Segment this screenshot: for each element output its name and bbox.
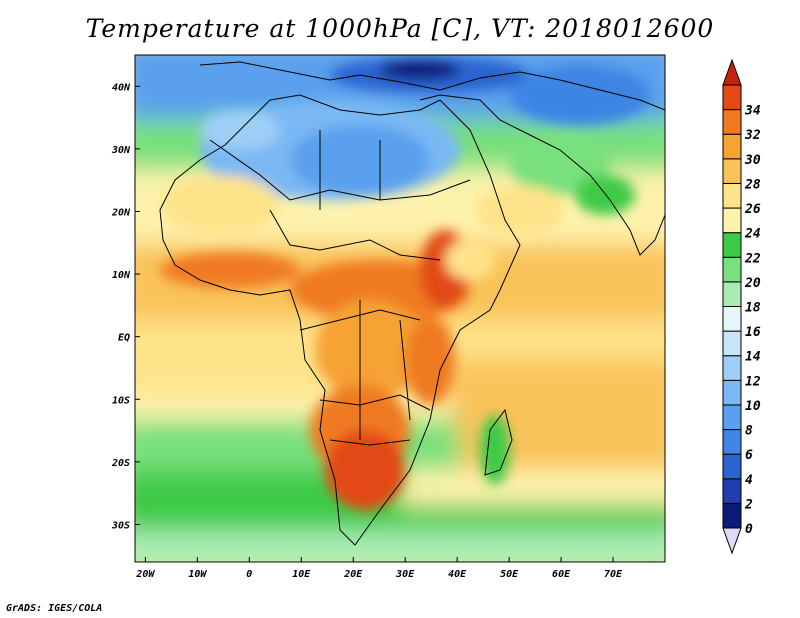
colorbar-box <box>722 182 742 209</box>
lon-label: 0 <box>246 569 252 580</box>
colorbar-label: 4 <box>745 473 753 488</box>
colorbar-label: 22 <box>744 251 761 266</box>
colorbar-box <box>722 355 742 381</box>
colorbar-box <box>722 109 742 135</box>
colorbar-box <box>722 306 742 332</box>
colorbar-box <box>722 281 742 307</box>
colorbar-label: 30 <box>744 153 761 168</box>
lon-label: 70E <box>604 569 623 580</box>
lon-label: 60E <box>552 569 571 580</box>
colorbar-over-triangle <box>722 58 742 86</box>
lon-label: 50E <box>500 569 519 580</box>
lon-label: 20E <box>343 569 363 580</box>
colorbar-label: 20 <box>744 276 761 291</box>
lat-label: EQ <box>118 333 130 344</box>
colorbar-label: 12 <box>745 374 761 389</box>
colorbar-box <box>722 429 742 455</box>
colorbar-label: 32 <box>744 128 761 143</box>
colorbar-label: 26 <box>744 202 761 217</box>
colorbar-label: 6 <box>745 448 753 463</box>
colorbar-label: 24 <box>744 227 761 242</box>
lat-label: 30S <box>111 520 130 531</box>
colorbar-box <box>722 478 742 504</box>
colorbar-box <box>722 232 742 258</box>
temperature-field <box>135 55 665 562</box>
colorbar-box <box>722 158 742 184</box>
colorbar-label: 0 <box>745 522 753 537</box>
colorbar-label: 18 <box>745 301 761 316</box>
colorbar-label: 8 <box>745 424 753 439</box>
colorbar-label: 2 <box>744 497 753 512</box>
colorbar-box <box>722 404 742 431</box>
colorbar-label: 10 <box>745 399 761 414</box>
colorbar-under-triangle <box>722 527 742 555</box>
colorbar-box <box>722 453 742 480</box>
colorbar-label: 16 <box>745 325 761 340</box>
colorbar-box <box>722 256 742 283</box>
colorbar-box <box>722 84 742 111</box>
colorbar-box <box>722 207 742 234</box>
lat-label: 10N <box>112 270 131 281</box>
lat-label: 20N <box>111 207 131 218</box>
latitude-labels: 40N 30N 20N 10N EQ 10S 20S 30S <box>111 82 131 531</box>
lon-label: 20W <box>135 569 155 580</box>
page-title: Temperature at 1000hPa [C], VT: 20180126… <box>85 14 715 43</box>
map-frame <box>134 54 666 563</box>
grads-credit: GrADS: IGES/COLA <box>6 603 103 614</box>
colorbar-box <box>722 502 742 529</box>
longitude-labels: 20W 10W 0 10E 20E 30E 40E 50E 60E 70E <box>135 569 623 580</box>
lon-label: 30E <box>395 569 415 580</box>
colorbar-box <box>722 133 742 160</box>
lat-label: 20S <box>111 458 130 469</box>
lat-label: 40N <box>112 82 131 93</box>
lon-label: 10W <box>188 569 207 580</box>
colorbar-box <box>722 330 742 357</box>
colorbar-label: 14 <box>745 350 761 365</box>
colorbar-label: 28 <box>744 177 761 192</box>
lon-label: 10E <box>292 569 311 580</box>
lat-label: 30N <box>111 145 131 156</box>
axis-ticks <box>135 85 614 562</box>
colorbar-label: 34 <box>744 104 761 119</box>
lat-label: 10S <box>112 395 130 406</box>
colorbar-box <box>722 379 742 406</box>
lon-label: 40E <box>448 569 467 580</box>
